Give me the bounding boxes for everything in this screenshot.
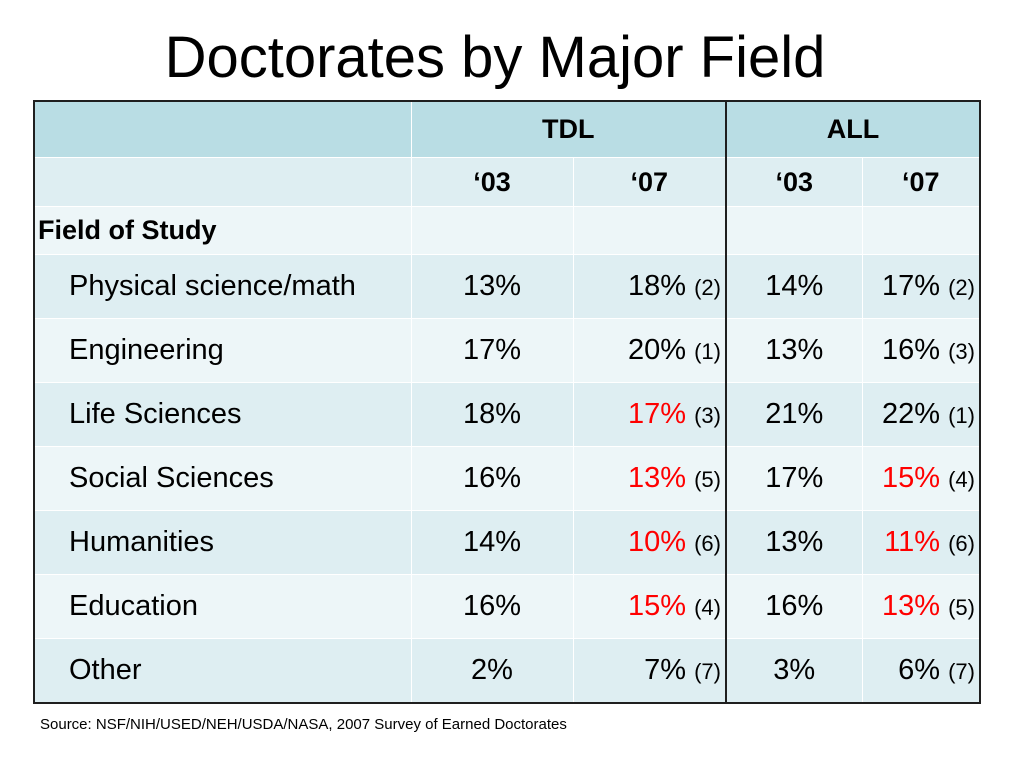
all-07-cell-rank: (3)	[948, 339, 975, 364]
field-label: Humanities	[34, 510, 412, 575]
tdl-07-cell-rank: (5)	[694, 467, 721, 492]
all-07-cell-value: 22%	[882, 398, 941, 430]
tdl-07-cell-value: 20%	[628, 334, 687, 366]
tdl-07-cell: 17% (3)	[573, 382, 727, 447]
tdl-07-cell-rank: (3)	[694, 403, 721, 428]
all-07-cell-rank: (7)	[948, 659, 975, 684]
tdl-07-cell-rank: (1)	[694, 339, 721, 364]
tdl-07-cell-value: 17%	[628, 398, 687, 430]
field-label: Physical science/math	[34, 254, 412, 319]
tdl-07-cell: 18% (2)	[573, 254, 727, 319]
field-label: Life Sciences	[34, 382, 412, 447]
tdl-07-cell-rank: (2)	[694, 275, 721, 300]
group-header-tdl: TDL	[411, 101, 727, 158]
table-row: Humanities 14% 10% (6) 13% 11% (6)	[34, 510, 981, 575]
tdl-03-cell: 14%	[411, 510, 574, 575]
all-07-cell: 15% (4)	[862, 446, 981, 511]
table-row: Education 16% 15% (4) 16% 13% (5)	[34, 574, 981, 639]
all-07-cell: 16% (3)	[862, 318, 981, 383]
all-07-cell-rank: (6)	[948, 531, 975, 556]
year-header-row: ‘03 ‘07 ‘03 ‘07	[34, 157, 981, 207]
tdl-07-cell-value: 13%	[628, 462, 687, 494]
field-label: Engineering	[34, 318, 412, 383]
year-header-all-07: ‘07	[862, 157, 981, 207]
slide-title: Doctorates by Major Field	[164, 25, 826, 90]
tdl-07-cell: 15% (4)	[573, 574, 727, 639]
empty-header-cell	[34, 101, 412, 158]
tdl-03-cell: 2%	[411, 638, 574, 704]
table-row: Life Sciences 18% 17% (3) 21% 22% (1)	[34, 382, 981, 447]
table-row: Physical science/math 13% 18% (2) 14% 17% (2…	[34, 254, 981, 319]
all-07-cell-value: 16%	[882, 334, 941, 366]
field-of-study-header: Field of Study	[34, 206, 412, 255]
all-07-cell: 11% (6)	[862, 510, 981, 575]
empty-header-cell	[726, 206, 863, 255]
tdl-07-cell-rank: (7)	[694, 659, 721, 684]
all-07-cell: 6% (7)	[862, 638, 981, 704]
all-07-cell-rank: (5)	[948, 595, 975, 620]
all-07-cell: 22% (1)	[862, 382, 981, 447]
field-header-row: Field of Study	[34, 206, 981, 255]
all-07-cell-value: 17%	[882, 270, 941, 302]
tdl-07-cell: 10% (6)	[573, 510, 727, 575]
tdl-07-cell: 7% (7)	[573, 638, 727, 704]
all-07-cell-rank: (4)	[948, 467, 975, 492]
tdl-07-cell-rank: (6)	[694, 531, 721, 556]
group-header-all: ALL	[726, 101, 981, 158]
tdl-03-cell: 16%	[411, 574, 574, 639]
tdl-03-cell: 13%	[411, 254, 574, 319]
tdl-07-cell-value: 18%	[628, 270, 687, 302]
year-header-tdl-03: ‘03	[411, 157, 574, 207]
all-07-cell-value: 11%	[884, 526, 941, 558]
all-03-cell: 21%	[726, 382, 863, 447]
tdl-07-cell-rank: (4)	[694, 595, 721, 620]
all-07-cell-value: 6%	[898, 654, 941, 686]
tdl-07-cell-value: 10%	[628, 526, 687, 558]
source-note: Source: NSF/NIH/USED/NEH/USDA/NASA, 2007…	[40, 716, 567, 733]
table-row: Other 2% 7% (7) 3% 6% (7)	[34, 638, 981, 704]
empty-header-cell	[862, 206, 981, 255]
all-07-cell: 17% (2)	[862, 254, 981, 319]
table-row: Social Sciences 16% 13% (5) 17% 15% (4)	[34, 446, 981, 511]
year-header-tdl-07: ‘07	[573, 157, 727, 207]
all-03-cell: 17%	[726, 446, 863, 511]
tdl-03-cell: 18%	[411, 382, 574, 447]
tdl-07-cell-value: 7%	[644, 654, 687, 686]
all-07-cell-value: 13%	[882, 590, 941, 622]
tdl-03-cell: 16%	[411, 446, 574, 511]
tdl-03-cell: 17%	[411, 318, 574, 383]
tdl-07-cell: 13% (5)	[573, 446, 727, 511]
tdl-07-cell: 20% (1)	[573, 318, 727, 383]
field-label: Social Sciences	[34, 446, 412, 511]
year-header-all-03: ‘03	[726, 157, 863, 207]
all-07-cell-rank: (2)	[948, 275, 975, 300]
all-03-cell: 13%	[726, 318, 863, 383]
empty-header-cell	[573, 206, 727, 255]
table-row: Engineering 17% 20% (1) 13% 16% (3)	[34, 318, 981, 383]
all-03-cell: 16%	[726, 574, 863, 639]
field-label: Other	[34, 638, 412, 704]
all-03-cell: 13%	[726, 510, 863, 575]
tdl-07-cell-value: 15%	[628, 590, 687, 622]
all-07-cell: 13% (5)	[862, 574, 981, 639]
group-header-row: TDL ALL	[34, 101, 981, 158]
all-07-cell-rank: (1)	[948, 403, 975, 428]
all-03-cell: 3%	[726, 638, 863, 704]
field-label: Education	[34, 574, 412, 639]
empty-header-cell	[411, 206, 574, 255]
empty-header-cell	[34, 157, 412, 207]
all-07-cell-value: 15%	[882, 462, 941, 494]
doctorates-table: TDL ALL ‘03 ‘07 ‘03 ‘07 Field of Study P…	[33, 100, 981, 704]
all-03-cell: 14%	[726, 254, 863, 319]
